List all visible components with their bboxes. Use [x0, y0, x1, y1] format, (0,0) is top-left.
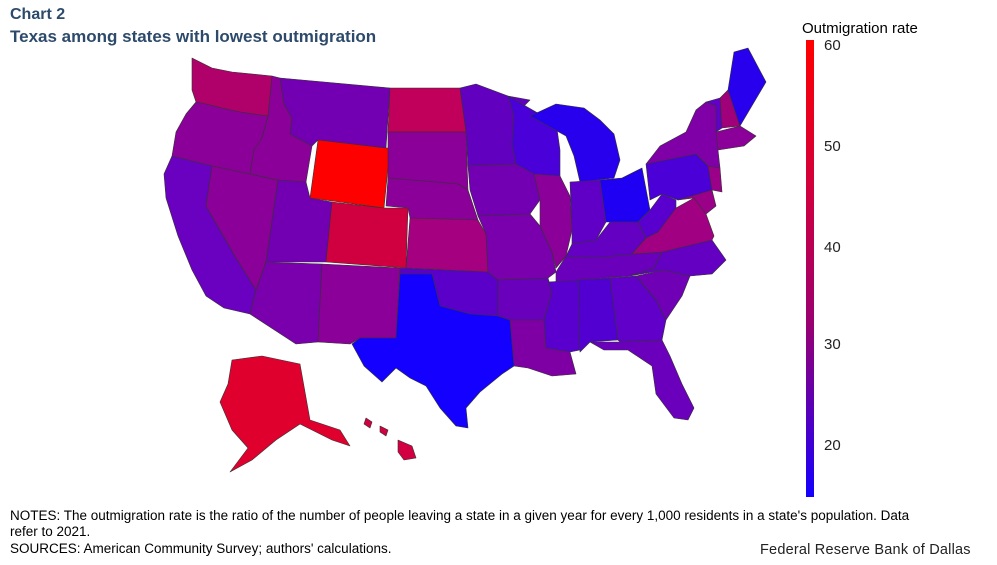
state-nm — [317, 263, 401, 345]
state-al — [577, 277, 619, 353]
state-mi — [529, 103, 621, 183]
legend-tick: 40 — [824, 239, 841, 256]
state-il — [533, 173, 573, 269]
state-ak — [219, 355, 351, 473]
chart-title: Texas among states with lowest outmigrat… — [10, 27, 377, 46]
legend-tick: 50 — [824, 138, 841, 155]
credit-text: Federal Reserve Bank of Dallas — [760, 542, 971, 558]
state-nd — [387, 87, 467, 133]
legend-tick: 60 — [824, 37, 841, 54]
state-ia — [467, 163, 541, 217]
state-hi — [363, 417, 417, 461]
state-ks — [405, 217, 489, 273]
state-me — [727, 47, 767, 127]
state-vt — [705, 97, 723, 133]
state-tx — [351, 273, 515, 429]
chart-label: Chart 2 — [10, 6, 66, 23]
notes-text: NOTES: The outmigration rate is the rati… — [10, 508, 910, 539]
state-ma — [715, 125, 757, 151]
legend-tick: 20 — [824, 437, 841, 454]
state-fl — [589, 339, 695, 421]
state-wv — [637, 193, 677, 239]
state-wy — [309, 139, 391, 209]
state-co — [325, 201, 409, 269]
state-mo — [477, 213, 557, 281]
legend-title: Outmigration rate — [802, 20, 918, 37]
state-mt — [279, 77, 391, 149]
state-ar — [497, 277, 553, 323]
sources-text: SOURCES: American Community Survey; auth… — [10, 541, 392, 556]
legend-color-bar — [806, 40, 814, 497]
state-md — [677, 189, 717, 215]
legend-tick: 30 — [824, 336, 841, 353]
